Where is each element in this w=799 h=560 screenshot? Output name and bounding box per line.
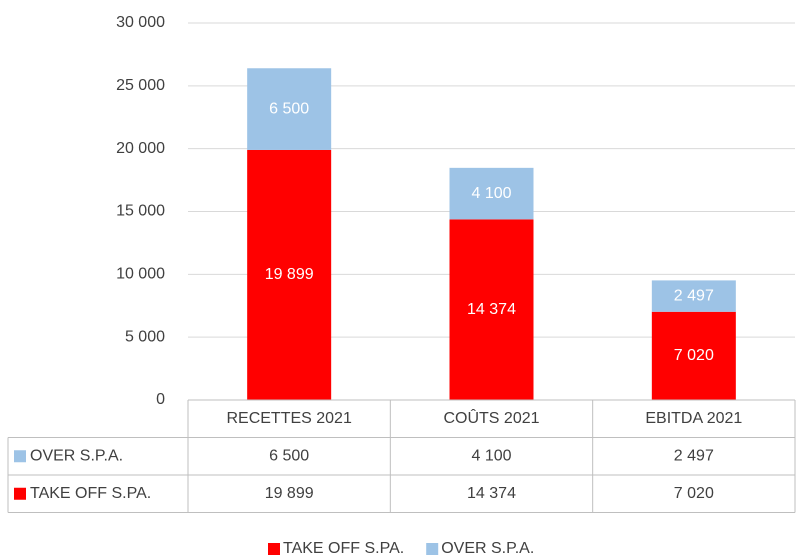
data-label: 19 899 [265, 266, 314, 283]
table-row-label: TAKE OFF S.PA. [30, 485, 151, 502]
bar-segment [449, 219, 534, 400]
legend-key [268, 543, 280, 555]
table-cell: 4 100 [471, 447, 511, 464]
bar-segment [449, 167, 534, 220]
y-tick-label: 15 000 [116, 203, 165, 220]
data-label: 2 497 [674, 287, 714, 304]
table-legend-key [14, 487, 26, 500]
data-label: 7 020 [674, 347, 714, 364]
x-tick-label: COÛTS 2021 [443, 408, 539, 427]
x-tick-label: EBITDA 2021 [645, 410, 742, 427]
table-cell: 14 374 [467, 485, 516, 502]
legend-key [426, 543, 439, 555]
table-legend-key [14, 450, 26, 463]
y-tick-label: 30 000 [116, 14, 165, 31]
data-label: 14 374 [467, 301, 516, 318]
y-tick-label: 10 000 [116, 266, 165, 283]
bar-segment [247, 68, 332, 150]
y-tick-label: 0 [156, 391, 165, 408]
table-cell: 7 020 [674, 485, 714, 502]
table-row-label: OVER S.P.A. [30, 447, 123, 464]
y-tick-label: 25 000 [116, 77, 165, 94]
table-cell: 2 497 [674, 447, 714, 464]
x-tick-label: RECETTES 2021 [226, 410, 351, 427]
legend-label: OVER S.P.A. [441, 540, 534, 557]
table-cell: 19 899 [265, 485, 314, 502]
legend-label: TAKE OFF S.PA. [283, 540, 404, 557]
data-label: 4 100 [471, 185, 511, 202]
y-tick-label: 20 000 [116, 140, 165, 157]
y-tick-label: 5 000 [125, 328, 165, 345]
bar-segment [651, 311, 736, 400]
bar-segment [247, 149, 332, 400]
data-label: 6 500 [269, 100, 309, 117]
table-cell: 6 500 [269, 447, 309, 464]
bar-segment [651, 280, 736, 312]
